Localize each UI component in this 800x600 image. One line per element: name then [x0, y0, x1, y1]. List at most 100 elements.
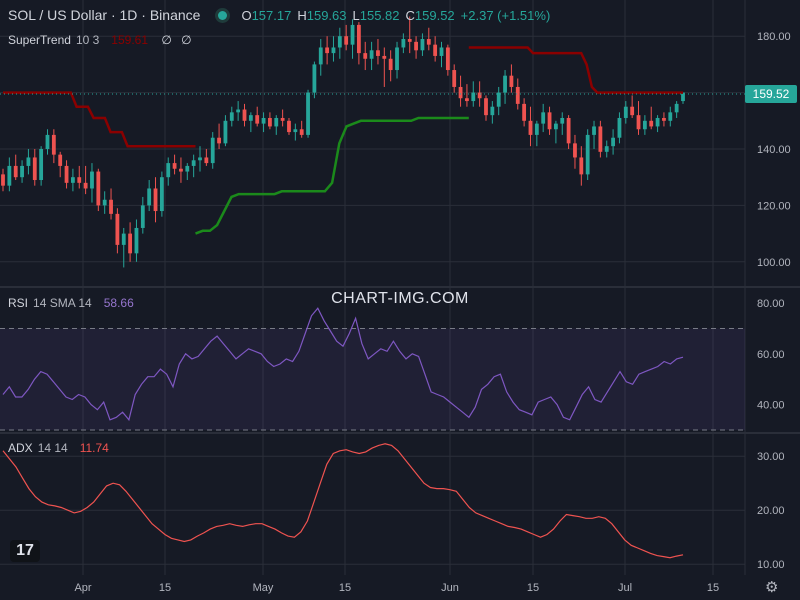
- candle-body: [407, 39, 412, 42]
- candle-body: [420, 39, 425, 51]
- candle-body: [191, 160, 196, 166]
- candle-body: [655, 117, 660, 127]
- adx-pane[interactable]: [2, 443, 684, 559]
- ohlc-legend: SOL / US Dollar · 1D · Binance O 157.17 H…: [8, 7, 556, 23]
- adx-line: [2, 443, 684, 559]
- candle-body: [560, 117, 565, 124]
- supertrend-legend[interactable]: SuperTrend 10 3 159.61 ∅ ∅: [8, 33, 192, 47]
- candle-body: [681, 92, 685, 102]
- candle-body: [299, 129, 304, 135]
- candle-body: [96, 171, 101, 206]
- candle-body: [229, 112, 234, 121]
- candle-body: [83, 182, 88, 189]
- candle-body: [71, 177, 75, 183]
- candle-body: [77, 177, 82, 183]
- price-pane[interactable]: [0, 16, 745, 268]
- candle-body: [58, 154, 63, 166]
- y-tick-label: 140.00: [757, 144, 791, 156]
- candle-body: [7, 165, 12, 186]
- candle-body: [210, 137, 215, 164]
- adx-params: 14 14: [37, 441, 68, 455]
- candle-body: [344, 36, 349, 45]
- supertrend-name: SuperTrend: [8, 33, 71, 47]
- candle-body: [32, 157, 37, 181]
- y-tick-label: 180.00: [757, 31, 791, 43]
- visibility-toggle-icon[interactable]: ∅: [181, 33, 192, 47]
- candle-body: [109, 199, 113, 214]
- low-label: L: [352, 7, 360, 23]
- open-value: 157.17: [251, 7, 292, 23]
- candle-body: [528, 120, 533, 135]
- candle-body: [458, 86, 463, 99]
- rsi-params: 14 SMA 14: [33, 296, 92, 310]
- candle-body: [51, 134, 56, 155]
- tradingview-logo[interactable]: 17: [10, 540, 40, 562]
- rsi-pane[interactable]: [0, 307, 745, 431]
- candle-body: [649, 120, 654, 127]
- candle-body: [268, 117, 272, 127]
- candle-body: [414, 41, 418, 51]
- symbol-title[interactable]: SOL / US Dollar · 1D · Binance: [8, 7, 201, 23]
- x-tick-label: 15: [527, 582, 539, 594]
- candle-body: [217, 137, 221, 144]
- supertrend-line: [468, 46, 683, 94]
- candle-body: [585, 134, 590, 175]
- candle-body: [331, 47, 336, 54]
- axes: Apr15May15Jun15Jul15180.00160.00140.0012…: [74, 31, 790, 594]
- candle-body: [102, 199, 107, 206]
- open-label: O: [241, 7, 252, 23]
- candle-body: [382, 55, 387, 59]
- x-tick-label: 15: [707, 582, 719, 594]
- candle-body: [236, 109, 241, 113]
- candle-body: [312, 64, 317, 93]
- candle-body: [306, 92, 310, 135]
- rsi-legend[interactable]: RSI 14 SMA 14 58.66: [8, 296, 134, 310]
- visibility-toggle-icon[interactable]: ∅: [161, 33, 172, 47]
- candle-body: [179, 168, 183, 172]
- candle-body: [617, 117, 622, 138]
- rsi-line: [2, 307, 684, 422]
- candle-body: [611, 137, 615, 147]
- adx-value: 11.74: [79, 441, 109, 455]
- candle-body: [13, 165, 18, 178]
- close-value: 159.52: [414, 7, 455, 23]
- adx-tick-label: 20.00: [757, 505, 785, 517]
- candle-body: [128, 233, 133, 254]
- candle-body: [140, 205, 145, 228]
- candle-body: [452, 70, 457, 87]
- candle-body: [566, 117, 571, 144]
- adx-legend[interactable]: ADX 14 14 11.74: [8, 441, 109, 455]
- candle-body: [115, 213, 120, 245]
- candle-body: [172, 163, 177, 169]
- candle-body: [134, 227, 139, 254]
- gear-icon[interactable]: ⚙: [765, 579, 779, 596]
- candle-body: [376, 50, 380, 56]
- candle-body: [350, 24, 355, 45]
- candle-body: [445, 47, 450, 71]
- candle-body: [662, 117, 666, 121]
- candle-body: [255, 115, 260, 124]
- candle-body: [388, 58, 393, 71]
- rsi-value: 58.66: [103, 296, 134, 310]
- candle-body: [465, 98, 469, 102]
- candle-body: [26, 157, 31, 166]
- candle-body: [356, 24, 361, 54]
- candle-body: [90, 171, 94, 189]
- candle-body: [1, 174, 5, 186]
- candle-body: [598, 126, 603, 152]
- x-tick-label: 15: [339, 582, 351, 594]
- candle-body: [185, 165, 190, 172]
- rsi-tick-label: 40.00: [757, 400, 785, 412]
- market-open-indicator: [218, 10, 228, 20]
- candle-body: [242, 109, 247, 121]
- candle-body: [490, 106, 495, 116]
- rsi-tick-label: 60.00: [757, 349, 785, 361]
- candle-body: [642, 120, 647, 130]
- candle-body: [534, 123, 539, 135]
- high-label: H: [297, 7, 307, 23]
- candle-body: [280, 117, 285, 121]
- supertrend-params: 10 3: [75, 33, 100, 47]
- low-value: 155.82: [359, 7, 400, 23]
- supertrend-line: [3, 91, 196, 148]
